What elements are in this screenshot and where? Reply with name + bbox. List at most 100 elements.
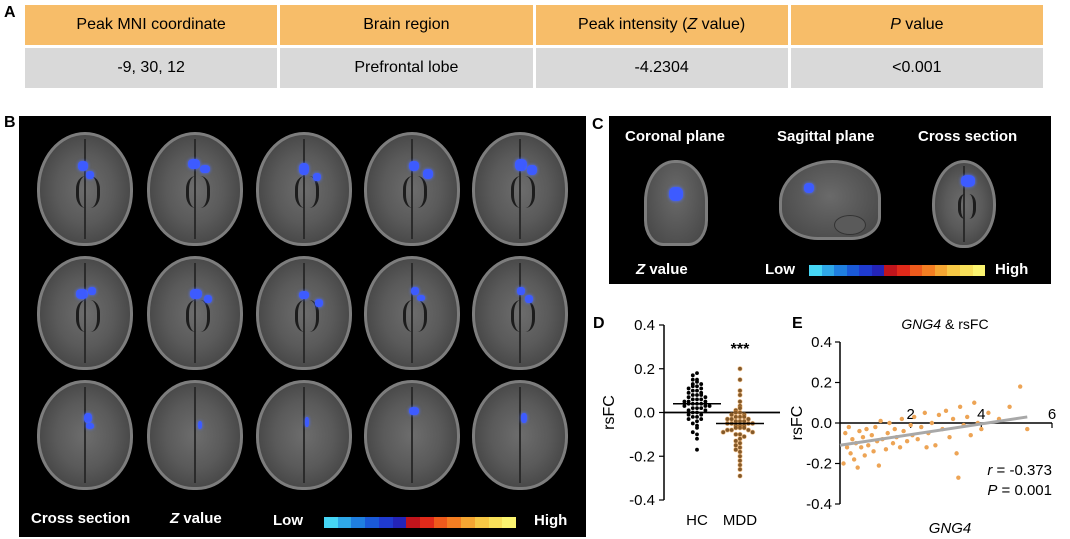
data-point-highlight [737, 466, 743, 472]
activation-cluster [521, 413, 527, 423]
x-tick-label: 2 [906, 406, 914, 423]
ventricle [403, 176, 427, 209]
data-point-highlight [724, 427, 730, 433]
colorbar-low-label: Low [273, 512, 303, 529]
data-point-hc [699, 382, 704, 386]
title-cross: Cross section [918, 128, 1018, 145]
ventricle [76, 176, 100, 209]
coronal-activation [669, 187, 683, 201]
colorbar-segment [909, 265, 923, 276]
colorbar-c [809, 265, 986, 276]
ventricle [295, 176, 319, 209]
data-point [954, 451, 959, 456]
data-point [860, 434, 866, 440]
data-point [848, 451, 853, 456]
ventricle [295, 300, 319, 333]
data-point [922, 410, 927, 416]
table-header-row: Peak MNI coordinate Brain region Peak in… [25, 5, 1043, 45]
data-point-hc [703, 395, 708, 400]
sagittal-brain-image [779, 160, 881, 240]
data-point-hc [695, 406, 699, 411]
data-point-highlight [741, 418, 747, 424]
data-point-hc [695, 425, 699, 430]
data-point [871, 449, 876, 454]
cell-p: <0.001 [790, 48, 1043, 88]
data-point [850, 437, 855, 442]
data-point-highlight [729, 427, 735, 433]
data-point-highlight [737, 425, 743, 431]
coronal-brain-image [644, 160, 708, 246]
data-point [943, 408, 949, 414]
colorbar-segment [947, 265, 960, 276]
data-point [899, 416, 905, 422]
activation-cluster [527, 165, 537, 175]
footer-cross-section: Cross section [31, 510, 131, 527]
data-point-hc [690, 393, 695, 397]
midline [303, 263, 306, 363]
data-point [947, 434, 952, 440]
colorbar-segment [461, 517, 475, 528]
data-point [890, 441, 896, 446]
panel-b-brain-slices: Cross section Z value Low High [19, 116, 586, 537]
colorbar-segment [897, 265, 910, 276]
data-point-highlight [737, 458, 743, 464]
data-point-hc [695, 436, 699, 441]
data-point [924, 445, 929, 450]
data-point [885, 430, 890, 436]
ventricle [76, 300, 100, 333]
panel-label-e: E [792, 315, 803, 332]
midline [194, 263, 197, 363]
data-point [904, 439, 910, 444]
colorbar-segment [406, 517, 421, 528]
data-point [1025, 426, 1030, 432]
c-colorbar-high: High [995, 261, 1029, 278]
midline [411, 263, 414, 363]
midline [303, 139, 306, 239]
data-point [843, 430, 848, 436]
chart-d: 0.4 0.2 0.0 -0.2 -0.4 HC MDD *** rsFC [601, 317, 780, 529]
axial-slice [37, 380, 133, 490]
stat-r: r = -0.373 [987, 462, 1052, 479]
axial-slice [256, 256, 352, 370]
axial-slice [37, 132, 133, 246]
data-point-hc [690, 410, 695, 415]
data-point-hc [699, 417, 704, 421]
data-point-hc [686, 386, 691, 391]
data-point [933, 443, 938, 448]
stat-p: P = 0.001 [987, 482, 1052, 499]
data-point-highlight [733, 409, 739, 416]
data-point-highlight [733, 438, 739, 444]
data-point-hc [703, 408, 708, 413]
activation-cluster [86, 171, 94, 179]
activation-cluster [315, 299, 323, 307]
y-tick-label: 0.2 [634, 361, 655, 378]
colorbar-segment [934, 265, 948, 276]
data-point-highlight [720, 429, 726, 435]
data-point [859, 445, 864, 450]
data-point-highlight [741, 425, 747, 431]
data-point-highlight [737, 414, 743, 420]
data-point [887, 420, 892, 426]
data-point-highlight [737, 377, 743, 383]
midline [519, 387, 522, 483]
data-point-highlight [733, 425, 739, 431]
colorbar-b [324, 517, 517, 528]
axial-slice [37, 256, 133, 370]
panel-label-b: B [4, 114, 16, 131]
data-point-hc [690, 397, 695, 402]
colorbar-segment [502, 517, 517, 528]
y-tick-label: -0.4 [806, 496, 832, 513]
midline [411, 387, 414, 483]
data-point-highlight [733, 442, 739, 448]
colorbar-segment [420, 517, 434, 528]
data-point-hc [699, 393, 704, 397]
axial-slice [256, 132, 352, 246]
sagittal-activation [804, 183, 814, 193]
colorbar-segment [834, 265, 847, 276]
data-point [878, 418, 883, 424]
y-tick-label: 0.0 [634, 405, 655, 422]
data-point [855, 465, 860, 470]
data-point-hc [695, 379, 699, 384]
data-point-highlight [733, 431, 739, 437]
colorbar-high-label: High [534, 512, 568, 529]
